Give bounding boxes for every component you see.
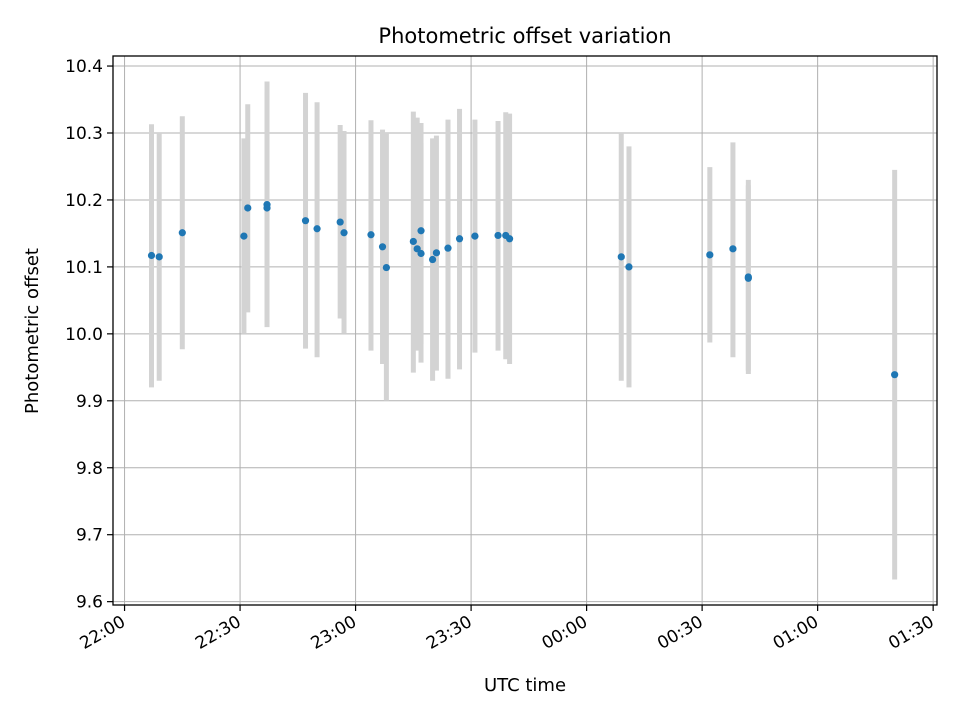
y-tick-label: 10.2 — [65, 191, 103, 211]
data-point — [432, 249, 441, 257]
data-point — [471, 232, 479, 240]
chart-title: Photometric offset variation — [378, 24, 671, 48]
y-tick-label: 9.7 — [76, 526, 103, 546]
data-point — [263, 204, 271, 212]
data-point — [444, 244, 452, 252]
data-point — [155, 253, 163, 261]
y-tick-label: 9.9 — [76, 392, 103, 412]
point-layer — [147, 201, 899, 379]
data-point — [617, 253, 625, 261]
data-point — [382, 263, 390, 272]
data-point — [367, 231, 375, 239]
data-point — [428, 255, 437, 264]
y-tick-label: 10.1 — [65, 258, 103, 278]
data-point — [455, 235, 464, 243]
y-tick-label: 9.6 — [76, 593, 103, 613]
x-axis-label: UTC time — [484, 675, 566, 696]
data-point — [336, 218, 344, 226]
data-point — [505, 235, 514, 243]
data-point — [378, 243, 387, 251]
data-point — [706, 251, 714, 259]
data-point — [313, 225, 321, 233]
y-tick-label: 10.0 — [65, 325, 103, 345]
data-point — [147, 251, 156, 260]
data-point — [240, 232, 248, 240]
data-point — [340, 229, 348, 237]
data-point — [301, 217, 310, 225]
data-point — [409, 237, 417, 246]
data-point — [729, 245, 737, 253]
data-point — [417, 227, 425, 235]
y-tick-label: 10.3 — [65, 124, 103, 144]
data-point — [178, 229, 186, 237]
y-axis-ticks: 9.6 9.7 9.8 9.9 10.0 10.1 10.2 10.3 10.4 — [65, 57, 113, 613]
plot-frame — [112, 55, 938, 606]
data-point — [494, 231, 502, 240]
y-tick-label: 9.8 — [76, 459, 103, 479]
data-point — [891, 371, 899, 379]
data-point — [625, 263, 633, 271]
data-point — [744, 274, 752, 282]
grid-layer — [113, 56, 937, 605]
data-point — [244, 204, 252, 212]
y-tick-label: 10.4 — [65, 57, 103, 77]
y-axis-label: Photometric offset — [22, 248, 43, 414]
data-point — [417, 249, 425, 258]
